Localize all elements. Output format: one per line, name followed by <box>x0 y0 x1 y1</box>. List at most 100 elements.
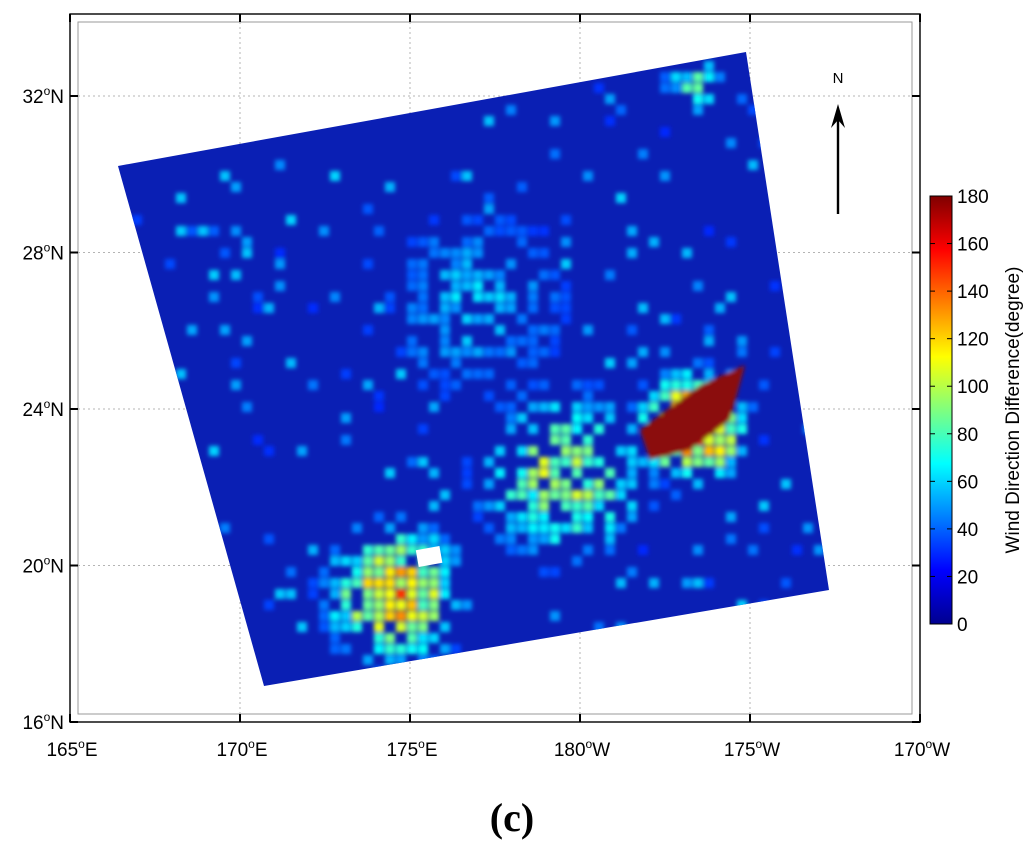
difference-cell <box>660 479 670 489</box>
difference-cell <box>385 567 395 577</box>
difference-cell <box>275 589 285 599</box>
difference-cell <box>440 534 450 544</box>
difference-cell <box>396 600 406 610</box>
difference-cell <box>561 479 571 489</box>
difference-cell <box>440 369 450 379</box>
difference-cell <box>517 468 527 478</box>
difference-cell <box>484 116 494 126</box>
difference-cell <box>374 589 384 599</box>
difference-cell <box>649 391 659 401</box>
difference-cell <box>583 501 593 511</box>
difference-cell <box>275 259 285 269</box>
difference-cell <box>517 490 527 500</box>
difference-cell <box>627 446 637 456</box>
difference-cell <box>451 644 461 654</box>
difference-cell <box>440 556 450 566</box>
difference-cell <box>440 336 450 346</box>
difference-cell <box>484 369 494 379</box>
difference-cell <box>616 622 626 632</box>
difference-cell <box>792 545 802 555</box>
difference-cell <box>374 622 384 632</box>
difference-cell <box>583 479 593 489</box>
difference-cell <box>341 435 351 445</box>
difference-cell <box>517 336 527 346</box>
difference-cell <box>385 468 395 478</box>
difference-cell <box>726 457 736 467</box>
difference-cell <box>693 105 703 115</box>
difference-cell <box>429 523 439 533</box>
difference-cell <box>726 424 736 434</box>
difference-cell <box>341 600 351 610</box>
difference-cell <box>462 237 472 247</box>
difference-cell <box>693 83 703 93</box>
difference-cell <box>418 457 428 467</box>
difference-cell <box>506 380 516 390</box>
difference-cell <box>429 567 439 577</box>
difference-cell <box>396 512 406 522</box>
difference-cell <box>715 72 725 82</box>
difference-cell <box>209 226 219 236</box>
difference-cell <box>341 413 351 423</box>
difference-cell <box>649 457 659 467</box>
difference-cell <box>726 534 736 544</box>
difference-cell <box>407 611 417 621</box>
difference-cell <box>572 413 582 423</box>
difference-cell <box>660 83 670 93</box>
difference-cell <box>429 237 439 247</box>
difference-cell <box>253 435 263 445</box>
difference-cell <box>407 644 417 654</box>
difference-cell <box>209 270 219 280</box>
difference-cell <box>627 567 637 577</box>
difference-cell <box>484 347 494 357</box>
difference-cell <box>528 479 538 489</box>
difference-cell <box>616 446 626 456</box>
difference-cell <box>550 424 560 434</box>
difference-cell <box>660 380 670 390</box>
difference-cell <box>418 347 428 357</box>
difference-cell <box>572 446 582 456</box>
difference-cell <box>286 567 296 577</box>
difference-cell <box>605 490 615 500</box>
difference-cell <box>682 83 692 93</box>
difference-cell <box>330 292 340 302</box>
difference-cell <box>704 72 714 82</box>
difference-cell <box>583 325 593 335</box>
difference-cell <box>671 468 681 478</box>
difference-cell <box>528 281 538 291</box>
difference-cell <box>638 545 648 555</box>
difference-cell <box>517 545 527 555</box>
difference-cell <box>495 226 505 236</box>
difference-cell <box>484 391 494 401</box>
difference-cell <box>407 633 417 643</box>
difference-cell <box>297 622 307 632</box>
difference-cell <box>528 336 538 346</box>
difference-cell <box>605 523 615 533</box>
difference-cell <box>231 270 241 280</box>
difference-cell <box>451 347 461 357</box>
difference-cell <box>396 347 406 357</box>
difference-cell <box>176 369 186 379</box>
difference-cell <box>649 578 659 588</box>
difference-cell <box>704 226 714 236</box>
difference-cell <box>484 270 494 280</box>
difference-cell <box>583 435 593 445</box>
difference-cell <box>517 479 527 489</box>
difference-cell <box>198 226 208 236</box>
difference-cell <box>660 391 670 401</box>
difference-cell <box>726 435 736 445</box>
difference-cell <box>737 446 747 456</box>
difference-cell <box>407 534 417 544</box>
difference-cell <box>539 347 549 357</box>
difference-cell <box>506 490 516 500</box>
difference-cell <box>561 314 571 324</box>
lat-tick-label: 24oN <box>22 397 64 421</box>
difference-cell <box>473 237 483 247</box>
difference-cell <box>726 468 736 478</box>
lat-tick-label: 16oN <box>22 710 64 734</box>
difference-cell <box>473 270 483 280</box>
difference-cell <box>605 468 615 478</box>
difference-cell <box>418 655 428 665</box>
difference-cell <box>451 358 461 368</box>
difference-cell <box>704 61 714 71</box>
difference-cell <box>418 567 428 577</box>
